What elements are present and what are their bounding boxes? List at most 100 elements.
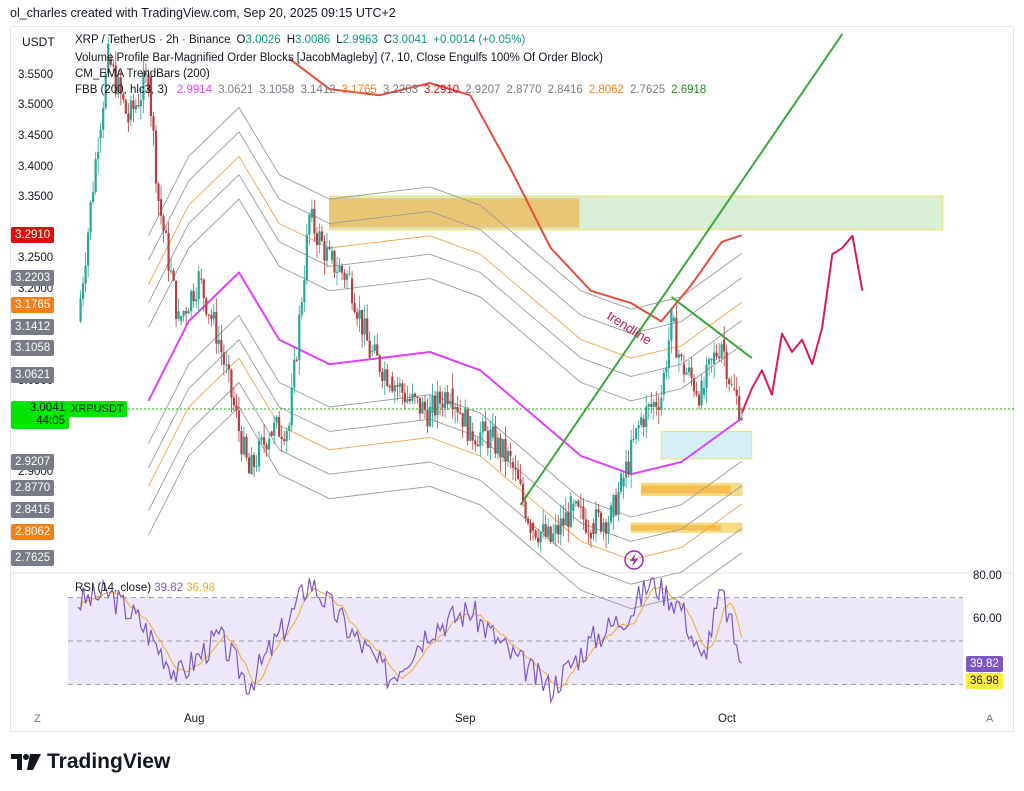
candle-body xyxy=(526,518,530,524)
price-tick: 3.5000 xyxy=(18,99,54,112)
candle-body xyxy=(343,272,346,280)
candle-body xyxy=(323,240,326,261)
price-badge: 3.2203 xyxy=(11,270,55,287)
candle-body xyxy=(87,232,90,266)
indicator-legend-order-blocks[interactable]: Volume Profile Bar-Magnified Order Block… xyxy=(75,52,603,64)
alert-bolt-icon[interactable] xyxy=(624,550,644,570)
candle-body xyxy=(539,531,542,543)
candle-body xyxy=(501,439,505,458)
candle-body xyxy=(587,532,590,534)
candle-body xyxy=(159,199,163,216)
candle-body xyxy=(547,526,550,537)
candle-body xyxy=(350,278,354,304)
rsi-tick-80: 80.00 xyxy=(973,570,1002,582)
candle-body xyxy=(655,401,658,408)
candle-body xyxy=(715,352,718,357)
candle-body xyxy=(710,358,713,360)
candle-body xyxy=(325,247,329,261)
candle-body xyxy=(564,512,567,526)
candle-body xyxy=(441,403,444,408)
candle-body xyxy=(180,316,183,322)
candle-body xyxy=(220,339,223,353)
candle-body xyxy=(109,58,112,65)
fbb-upper-band xyxy=(147,155,743,359)
candle-body xyxy=(682,364,686,375)
fbb-value: 3.1765 xyxy=(341,84,377,96)
candle-body xyxy=(597,509,600,513)
candle-body xyxy=(459,412,462,414)
price-badge: 2.8062 xyxy=(11,523,55,540)
candle-body xyxy=(471,431,474,441)
candle-body xyxy=(247,457,251,474)
fbb-basis-line xyxy=(147,271,743,476)
rsi-value: 39.82 xyxy=(154,582,184,594)
candle-body xyxy=(177,311,180,319)
candle-body xyxy=(328,247,331,250)
candle-body xyxy=(356,312,359,319)
candle-body xyxy=(632,438,635,440)
candle-body xyxy=(579,506,582,508)
candle-body xyxy=(529,523,532,534)
candle-body xyxy=(433,395,437,416)
tradingview-logo: TradingView xyxy=(11,750,170,774)
candle-body xyxy=(353,303,356,313)
candle-body xyxy=(285,430,288,442)
candle-body xyxy=(582,506,585,520)
candle-body xyxy=(99,129,102,139)
candle-body xyxy=(227,364,230,370)
candle-body xyxy=(514,467,517,470)
candle-body xyxy=(129,100,132,120)
trendline-label: trendline xyxy=(604,308,654,348)
candle-body xyxy=(335,271,339,273)
candle-body xyxy=(695,391,698,395)
price-tick: 3.2500 xyxy=(18,252,54,265)
candle-body xyxy=(162,215,165,231)
candle-body xyxy=(619,473,623,492)
candle-body xyxy=(257,440,261,467)
rsi-line xyxy=(77,577,743,704)
candle-body xyxy=(723,339,726,352)
candle-body xyxy=(313,208,316,234)
candle-body xyxy=(185,311,188,314)
candle-body xyxy=(363,318,366,335)
rsi-ma-badge: 36.98 xyxy=(966,673,1003,689)
zoom-toggle-icon[interactable]: Z xyxy=(34,713,41,725)
candle-body xyxy=(675,317,678,358)
fbb-value: 2.6918 xyxy=(671,84,707,96)
symbol-tag: XRPUSDT xyxy=(68,401,127,417)
volume-profile-bar xyxy=(631,525,722,531)
candle-body xyxy=(484,421,487,431)
candle-body xyxy=(406,399,409,403)
rsi-legend[interactable]: RSI (14, close) 39.82 36.98 xyxy=(75,582,215,594)
candle-body xyxy=(479,432,482,447)
auto-scale-icon[interactable]: A xyxy=(986,713,994,725)
candle-body xyxy=(298,314,301,361)
indicator-legend-fbb[interactable]: FBB (200, hlc3, 3) 2.9914 3.0621 3.1058 3.1… xyxy=(75,84,718,96)
candle-body xyxy=(519,479,522,484)
candle-body xyxy=(650,404,653,407)
candle-body xyxy=(255,466,258,468)
rsi-tick-60: 60.00 xyxy=(973,613,1002,625)
candle-body xyxy=(195,298,198,302)
candle-body xyxy=(559,518,562,535)
candle-body xyxy=(423,401,427,411)
candle-body xyxy=(260,437,263,441)
candle-body xyxy=(521,483,525,502)
indicator-legend-ema[interactable]: CM_EMA TrendBars (200) xyxy=(75,68,210,80)
candle-body xyxy=(112,64,115,66)
close-value: 3.0041 xyxy=(392,34,428,46)
change-value: +0.0014 (+0.05%) xyxy=(433,34,526,46)
rsi-ma-value: 36.98 xyxy=(186,582,216,594)
symbol-legend[interactable]: XRP / TetherUS · 2h · Binance O3.0026 H3.0… xyxy=(75,34,531,46)
candle-body xyxy=(466,409,469,441)
candle-body xyxy=(557,524,560,535)
candle-body xyxy=(665,368,668,373)
candle-body xyxy=(662,372,665,395)
candle-body xyxy=(657,407,660,411)
candle-body xyxy=(607,522,610,534)
fbb-value: 2.7625 xyxy=(629,84,666,96)
candle-body xyxy=(516,469,520,480)
candle-body xyxy=(202,279,205,299)
candle-body xyxy=(426,410,429,427)
